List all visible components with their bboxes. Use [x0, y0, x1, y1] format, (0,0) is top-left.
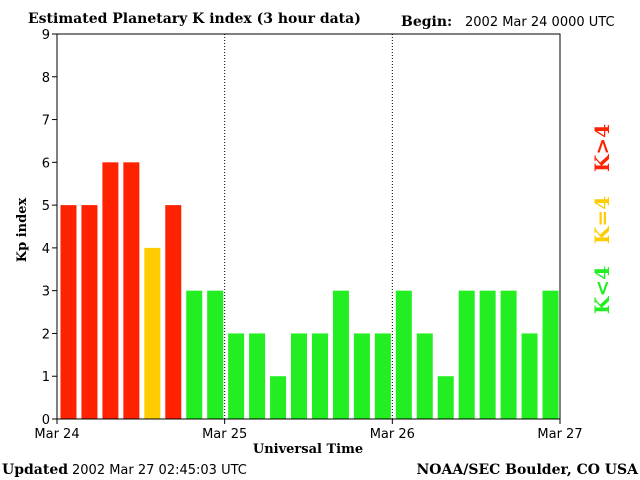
- x-tick-label: Mar 27: [537, 427, 582, 442]
- kp-bar: [144, 247, 161, 419]
- updated-label: Updated: [2, 462, 68, 478]
- chart-title: Estimated Planetary K index (3 hour data…: [28, 11, 361, 27]
- kp-bar: [270, 376, 287, 419]
- kp-bar: [249, 333, 266, 419]
- kp-bar: [395, 290, 412, 419]
- kp-bar: [521, 333, 538, 419]
- kp-bar: [123, 162, 140, 420]
- kp-bar: [165, 205, 182, 419]
- kp-bar: [500, 290, 517, 419]
- y-tick-label: 0: [42, 413, 50, 428]
- day-separators: [224, 34, 393, 419]
- x-tick-label: Mar 25: [202, 427, 247, 442]
- source-credit: NOAA/SEC Boulder, CO USA: [417, 462, 640, 478]
- kp-bar: [416, 333, 433, 419]
- kp-bar: [207, 290, 224, 419]
- kp-bar: [479, 290, 496, 419]
- kp-bar: [228, 333, 245, 419]
- legend-entry: K>4: [590, 124, 614, 172]
- kp-bar: [353, 333, 370, 419]
- legend-entry: K<4: [590, 266, 614, 314]
- plot-frame: [56, 33, 561, 420]
- y-tick-label: 1: [42, 370, 50, 385]
- begin-value: 2002 Mar 24 0000 UTC: [465, 15, 615, 30]
- y-tick-label: 8: [42, 71, 50, 86]
- y-tick-label: 7: [42, 114, 50, 129]
- x-tick-label: Mar 24: [34, 427, 79, 442]
- updated-value: 2002 Mar 27 02:45:03 UTC: [72, 463, 247, 478]
- legend: K<4 K=4 K>4: [590, 124, 614, 314]
- kp-bar: [311, 333, 328, 419]
- y-tick-label: 9: [42, 28, 50, 43]
- x-axis-ticks: Mar 24 Mar 25 Mar 26 Mar 27: [34, 419, 583, 442]
- y-tick-label: 3: [42, 285, 50, 300]
- y-axis-title: Kp index: [15, 198, 30, 263]
- kp-bar: [437, 376, 454, 419]
- bars: [60, 162, 559, 420]
- y-tick-label: 6: [42, 156, 50, 171]
- kp-bar: [60, 205, 77, 419]
- x-axis-title: Universal Time: [253, 442, 363, 457]
- kp-bar: [291, 333, 308, 419]
- kp-bar: [81, 205, 98, 419]
- kp-bar: [102, 162, 119, 420]
- kp-bar: [332, 290, 349, 419]
- y-axis-ticks: 0 1 2 3 4 5 6 7 8 9: [42, 28, 57, 428]
- x-tick-label: Mar 26: [370, 427, 415, 442]
- kp-bar: [542, 290, 559, 419]
- kp-bar: [374, 333, 391, 419]
- kp-bar: [186, 290, 203, 419]
- legend-entry: K=4: [590, 196, 614, 244]
- begin-label: Begin:: [401, 14, 452, 30]
- y-tick-label: 4: [42, 242, 50, 257]
- kp-bar: [458, 290, 475, 419]
- y-tick-label: 2: [42, 327, 50, 342]
- y-tick-label: 5: [42, 199, 50, 214]
